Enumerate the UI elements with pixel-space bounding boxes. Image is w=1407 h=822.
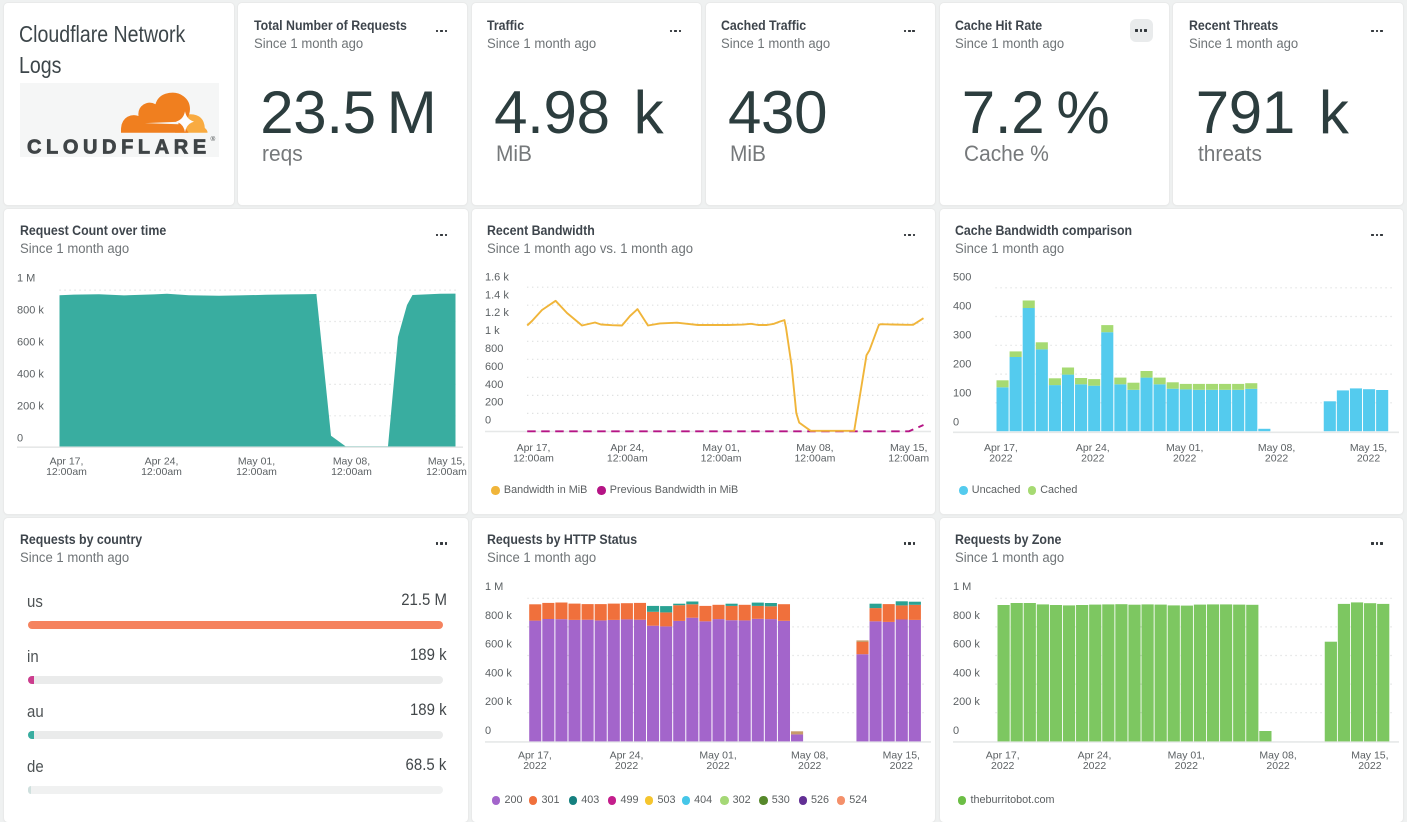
svg-text:May 08,: May 08, [791,749,828,761]
svg-text:400 k: 400 k [953,667,980,679]
svg-text:0: 0 [485,725,491,737]
svg-text:200 k: 200 k [17,401,44,413]
svg-text:1 M: 1 M [485,581,503,593]
svg-text:600 k: 600 k [17,337,44,349]
svg-text:Apr 17,: Apr 17, [50,456,84,468]
svg-text:May 15,: May 15, [1351,749,1388,761]
svg-text:2022: 2022 [1082,760,1106,772]
svg-text:0: 0 [485,415,491,427]
svg-text:May 01,: May 01, [699,749,736,761]
svg-text:2022: 2022 [1174,760,1198,772]
svg-text:Apr 24,: Apr 24, [1077,749,1111,761]
svg-text:600 k: 600 k [953,639,980,651]
svg-text:200 k: 200 k [953,696,980,708]
svg-text:Apr 17,: Apr 17, [985,749,1019,761]
svg-text:1.6 k: 1.6 k [485,272,509,284]
svg-text:300: 300 [953,330,971,342]
svg-text:Apr 17,: Apr 17, [516,442,550,454]
svg-text:500: 500 [953,272,971,284]
svg-text:Apr 24,: Apr 24, [1075,442,1109,454]
svg-text:2022: 2022 [615,760,639,772]
svg-text:2022: 2022 [1264,453,1288,465]
svg-text:200: 200 [953,359,971,371]
svg-text:12:00am: 12:00am [331,466,372,478]
svg-text:Apr 24,: Apr 24, [145,456,179,468]
svg-text:12:00am: 12:00am [700,453,741,465]
svg-text:1.4 k: 1.4 k [485,290,509,302]
svg-text:12:00am: 12:00am [888,453,929,465]
svg-text:May 01,: May 01, [1166,442,1203,454]
svg-text:600: 600 [485,361,503,373]
svg-text:0: 0 [17,433,23,445]
svg-text:CLOUDFLARE: CLOUDFLARE [27,137,211,158]
svg-text:200: 200 [485,397,503,409]
svg-text:1 M: 1 M [953,581,971,593]
svg-text:May 08,: May 08, [796,442,833,454]
svg-text:12:00am: 12:00am [236,466,277,478]
svg-text:May 08,: May 08, [1259,749,1296,761]
svg-text:2022: 2022 [989,453,1013,465]
svg-text:800: 800 [485,343,503,355]
svg-text:0: 0 [953,725,959,737]
svg-text:12:00am: 12:00am [794,453,835,465]
svg-text:0: 0 [953,417,959,429]
svg-text:800 k: 800 k [953,610,980,622]
svg-text:800 k: 800 k [17,305,44,317]
svg-text:12:00am: 12:00am [141,466,182,478]
svg-text:2022: 2022 [991,760,1015,772]
svg-text:Apr 17,: Apr 17, [983,442,1017,454]
svg-text:1 M: 1 M [17,273,35,285]
svg-text:Apr 24,: Apr 24, [609,749,643,761]
svg-text:200 k: 200 k [485,696,512,708]
svg-text:100: 100 [953,388,971,400]
svg-text:May 08,: May 08, [1257,442,1294,454]
svg-text:2022: 2022 [706,760,730,772]
svg-text:May 01,: May 01, [238,456,275,468]
svg-text:May 15,: May 15, [890,442,927,454]
svg-text:May 08,: May 08, [333,456,370,468]
svg-text:400 k: 400 k [485,667,512,679]
svg-text:2022: 2022 [1358,760,1382,772]
svg-text:2022: 2022 [1356,453,1380,465]
svg-text:2022: 2022 [798,760,822,772]
svg-text:12:00am: 12:00am [513,453,554,465]
svg-text:2022: 2022 [1173,453,1197,465]
svg-text:2022: 2022 [1081,453,1105,465]
svg-text:2022: 2022 [1266,760,1290,772]
svg-text:2022: 2022 [889,760,913,772]
svg-text:400: 400 [953,301,971,313]
svg-text:400 k: 400 k [17,369,44,381]
svg-text:1.2 k: 1.2 k [485,307,509,319]
svg-text:May 15,: May 15, [428,456,465,468]
svg-text:1 k: 1 k [485,325,500,337]
svg-text:May 01,: May 01, [702,442,739,454]
svg-text:Apr 17,: Apr 17, [518,749,552,761]
svg-text:®: ® [211,135,216,143]
svg-text:May 15,: May 15, [882,749,919,761]
svg-text:12:00am: 12:00am [426,466,467,478]
svg-text:May 01,: May 01, [1167,749,1204,761]
svg-text:400: 400 [485,379,503,391]
svg-text:2022: 2022 [523,760,547,772]
svg-text:12:00am: 12:00am [607,453,648,465]
svg-text:12:00am: 12:00am [46,466,87,478]
svg-text:800 k: 800 k [485,610,512,622]
svg-text:Apr 24,: Apr 24, [610,442,644,454]
svg-text:May 15,: May 15, [1349,442,1386,454]
svg-text:600 k: 600 k [485,639,512,651]
